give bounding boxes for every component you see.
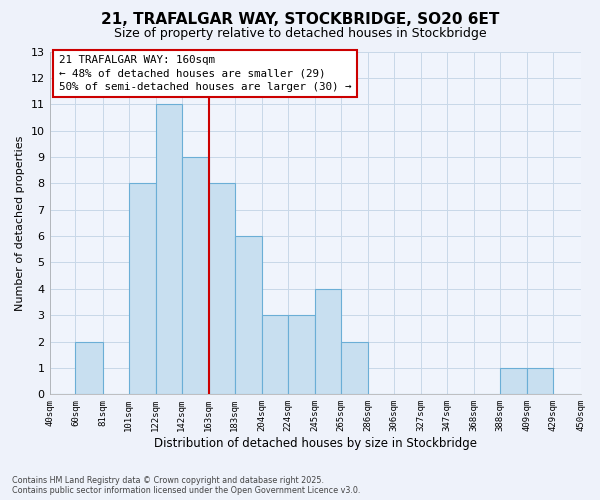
Bar	[500, 368, 527, 394]
Bar	[182, 157, 209, 394]
Bar	[156, 104, 182, 395]
Bar	[288, 315, 315, 394]
Bar	[527, 368, 553, 394]
Bar	[315, 289, 341, 395]
Bar	[209, 184, 235, 394]
X-axis label: Distribution of detached houses by size in Stockbridge: Distribution of detached houses by size …	[154, 437, 476, 450]
Text: Size of property relative to detached houses in Stockbridge: Size of property relative to detached ho…	[113, 28, 487, 40]
Bar	[76, 342, 103, 394]
Text: 21 TRAFALGAR WAY: 160sqm
← 48% of detached houses are smaller (29)
50% of semi-d: 21 TRAFALGAR WAY: 160sqm ← 48% of detach…	[59, 56, 351, 92]
Bar	[128, 184, 156, 394]
Bar	[235, 236, 262, 394]
Text: 21, TRAFALGAR WAY, STOCKBRIDGE, SO20 6ET: 21, TRAFALGAR WAY, STOCKBRIDGE, SO20 6ET	[101, 12, 499, 28]
Bar	[262, 315, 288, 394]
Bar	[341, 342, 368, 394]
Text: Contains HM Land Registry data © Crown copyright and database right 2025.
Contai: Contains HM Land Registry data © Crown c…	[12, 476, 361, 495]
Y-axis label: Number of detached properties: Number of detached properties	[15, 135, 25, 310]
